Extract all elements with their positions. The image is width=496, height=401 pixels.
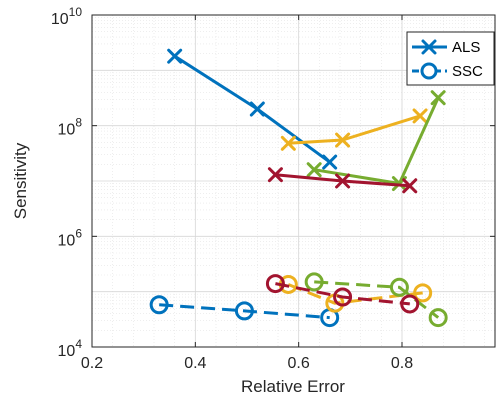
data-point-x-marker bbox=[335, 132, 351, 148]
data-point-circle-marker bbox=[413, 283, 433, 303]
data-point-x-marker bbox=[267, 167, 283, 183]
x-marker-stroke bbox=[167, 48, 183, 64]
legend-circle-marker bbox=[420, 62, 438, 80]
series-layer bbox=[149, 48, 448, 328]
data-point-x-marker bbox=[280, 135, 296, 151]
x-marker-stroke bbox=[335, 132, 351, 148]
data-point-circle-marker bbox=[389, 277, 409, 297]
data-point-x-marker bbox=[249, 101, 265, 117]
series-line-ssc bbox=[159, 303, 330, 320]
data-point-x-marker bbox=[306, 162, 322, 178]
data-point-circle-marker bbox=[428, 308, 448, 328]
x-marker-stroke bbox=[402, 178, 418, 194]
x-axis-label: Relative Error bbox=[241, 377, 345, 396]
y-tick-label-exponent: 10 bbox=[69, 5, 83, 19]
legend-box bbox=[406, 31, 495, 86]
series-line-ssc bbox=[287, 283, 423, 305]
data-point-x-marker bbox=[430, 90, 446, 106]
x-marker-stroke bbox=[412, 108, 428, 124]
data-point-circle-marker bbox=[304, 272, 324, 292]
y-axis-label: Sensitivity bbox=[11, 142, 30, 219]
legend-label-als: ALS bbox=[452, 39, 480, 56]
y-tick-label: 104 bbox=[58, 337, 83, 360]
x-tick-label: 0.8 bbox=[391, 355, 413, 372]
data-point-circle-marker bbox=[400, 294, 420, 314]
legend-x-marker bbox=[421, 39, 437, 55]
x-marker-stroke bbox=[306, 162, 322, 178]
series-line-ssc bbox=[314, 280, 440, 319]
data-point-circle-marker bbox=[149, 295, 169, 315]
y-tick-label-base: 10 bbox=[58, 343, 76, 360]
x-tick-label: 0.4 bbox=[184, 355, 206, 372]
y-tick-label: 108 bbox=[58, 116, 83, 139]
x-marker-stroke bbox=[430, 90, 446, 106]
data-point-x-marker bbox=[412, 108, 428, 124]
data-point-circle-marker bbox=[333, 287, 353, 307]
legend-label-ssc: SSC bbox=[452, 63, 483, 80]
y-tick-label-base: 10 bbox=[58, 122, 76, 139]
data-point-x-marker bbox=[402, 178, 418, 194]
y-tick-label-exponent: 4 bbox=[75, 337, 82, 351]
y-tick-label-exponent: 8 bbox=[75, 116, 82, 130]
y-tick-label: 1010 bbox=[51, 5, 82, 28]
x-tick-label: 0.2 bbox=[81, 355, 103, 372]
y-tick-label: 106 bbox=[58, 226, 83, 249]
y-tick-label-exponent: 6 bbox=[75, 226, 82, 240]
data-point-x-marker bbox=[335, 173, 351, 189]
x-marker-stroke bbox=[335, 173, 351, 189]
legend: ALS SSC bbox=[406, 31, 495, 86]
y-tick-label-base: 10 bbox=[51, 11, 69, 28]
x-marker-stroke bbox=[267, 167, 283, 183]
x-marker-stroke bbox=[249, 101, 265, 117]
x-tick-label: 0.6 bbox=[288, 355, 310, 372]
data-point-x-marker bbox=[322, 154, 338, 170]
series-line-ssc bbox=[275, 282, 410, 306]
axes-box bbox=[91, 14, 496, 348]
y-tick-label-base: 10 bbox=[58, 232, 76, 249]
data-point-circle-marker bbox=[265, 274, 285, 294]
x-marker-stroke bbox=[280, 135, 296, 151]
data-point-circle-marker bbox=[234, 301, 254, 321]
x-marker-stroke bbox=[322, 154, 338, 170]
data-point-x-marker bbox=[167, 48, 183, 64]
